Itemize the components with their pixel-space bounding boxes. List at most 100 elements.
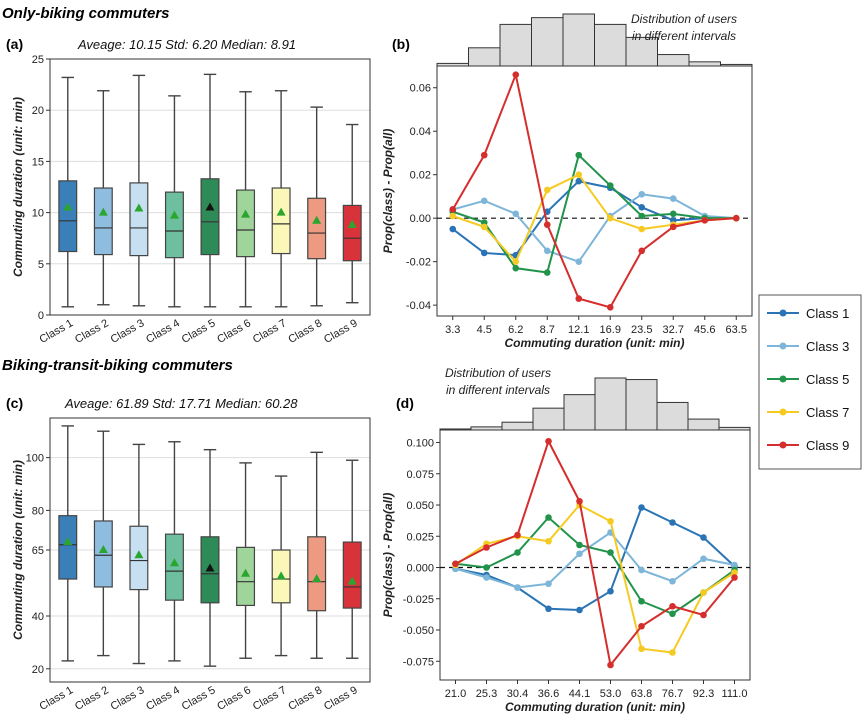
mean-marker [98, 207, 108, 216]
y-axis-label: Prop(class) - Prop(all) [381, 129, 395, 254]
plot-frame [439, 429, 751, 681]
histogram-note: in different intervals [632, 29, 736, 43]
data-point-class-9 [452, 560, 459, 568]
histogram-note: in different intervals [446, 383, 550, 397]
box-7 [271, 187, 291, 255]
data-point-class-9 [480, 151, 488, 159]
data-point-class-5 [575, 151, 583, 159]
data-point-class-1 [480, 249, 488, 257]
panel-b-lineplot: Distribution of users in different interv… [381, 12, 753, 350]
data-point-class-9 [576, 497, 583, 505]
x-tick-label: 25.3 [476, 688, 497, 700]
series-line-class-5 [455, 516, 736, 615]
x-tick-label: 36.6 [538, 688, 559, 700]
data-point-class-5 [669, 210, 677, 218]
plot-frame [49, 417, 371, 683]
legend-label-class-9: Class 9 [806, 438, 849, 453]
box-9 [342, 541, 362, 609]
legend-marker-class-9 [779, 441, 787, 449]
series-line-class-9 [451, 71, 737, 309]
data-point-class-9 [483, 544, 490, 551]
series-line-class-7 [452, 173, 737, 264]
data-point-class-5 [669, 610, 676, 618]
data-point-class-9 [514, 531, 521, 539]
histogram-bar [625, 379, 658, 431]
histogram-bar [532, 407, 565, 431]
data-point-class-5 [483, 564, 490, 571]
y-tick-label: 0.025 [406, 531, 434, 543]
data-point-class-3 [576, 550, 583, 558]
histogram-bar [594, 377, 627, 431]
y-tick-label: 0.06 [410, 83, 431, 95]
data-point-class-1 [700, 534, 707, 541]
y-tick-label: -0.02 [406, 257, 431, 269]
data-point-class-3 [543, 247, 551, 255]
data-point-class-9 [731, 574, 738, 581]
histogram-note: Distribution of users [445, 366, 551, 380]
box-5 [200, 178, 220, 256]
data-point-class-3 [638, 190, 646, 198]
data-point-class-7 [669, 649, 676, 656]
mean-marker [63, 202, 73, 211]
box-4 [164, 533, 184, 601]
legend-marker-class-3 [779, 342, 787, 350]
data-point-class-9 [638, 622, 645, 630]
panel-label: (d) [396, 395, 414, 411]
data-point-class-3 [669, 577, 676, 585]
y-tick-label: 0.075 [406, 469, 434, 481]
histogram-bar [468, 47, 501, 67]
data-point-class-3 [700, 555, 707, 563]
x-tick-label: 23.5 [631, 324, 652, 336]
y-tick-label: 0.00 [410, 213, 431, 225]
x-axis-label: Commuting duration (unit: min) [505, 336, 685, 350]
box-2 [93, 520, 113, 588]
data-point-class-9 [732, 214, 740, 222]
data-point-class-5 [638, 212, 646, 220]
mean-marker [205, 563, 215, 572]
x-tick-label: 32.7 [663, 324, 684, 336]
data-point-class-9 [638, 247, 646, 255]
data-point-class-7 [731, 569, 738, 576]
data-point-class-9 [545, 437, 552, 445]
histogram-bar [657, 54, 690, 67]
mean-marker [276, 207, 286, 216]
data-point-class-1 [607, 587, 614, 595]
legend-label-class-7: Class 7 [806, 405, 849, 420]
mean-marker [347, 576, 357, 585]
mean-marker [134, 203, 144, 212]
x-tick-label: 53.0 [600, 688, 621, 700]
data-point-class-3 [545, 580, 552, 588]
x-tick-label: 12.1 [568, 324, 589, 336]
y-axis-label: Commuting duration (unit: min) [11, 460, 25, 640]
data-point-class-5 [543, 269, 551, 276]
y-tick-label: -0.075 [403, 656, 434, 668]
series-line-class-9 [455, 438, 736, 668]
y-tick-label: 20 [32, 664, 44, 676]
x-tick-label: 8.7 [540, 324, 555, 336]
y-tick-label: -0.050 [403, 625, 434, 637]
data-point-class-9 [449, 206, 457, 213]
y-tick-label: 0.000 [406, 563, 434, 575]
box-3 [129, 182, 149, 257]
series-line-class-7 [454, 503, 736, 654]
histogram-bar [656, 401, 689, 431]
y-tick-label: 5 [38, 259, 44, 271]
box-6 [236, 189, 256, 258]
y-tick-label: -0.04 [406, 300, 431, 312]
data-point-class-5 [514, 549, 521, 556]
histogram-note: Distribution of users [631, 12, 737, 26]
mean-marker [241, 209, 251, 218]
x-tick-label: Class 6 [215, 317, 253, 346]
y-axis-label: Commuting duration (unit: min) [11, 97, 25, 277]
x-tick-label: 111.0 [722, 688, 748, 700]
histogram-bar [563, 394, 596, 431]
data-point-class-7 [606, 214, 614, 222]
stats-text: Aveage: 61.89 Std: 17.71 Median: 60.28 [64, 396, 298, 411]
box-8 [307, 197, 327, 260]
y-tick-label: 0.04 [410, 126, 431, 138]
data-point-class-7 [700, 589, 707, 596]
box-9 [342, 204, 362, 262]
box-4 [164, 191, 184, 259]
series-line-class-5 [452, 153, 737, 274]
